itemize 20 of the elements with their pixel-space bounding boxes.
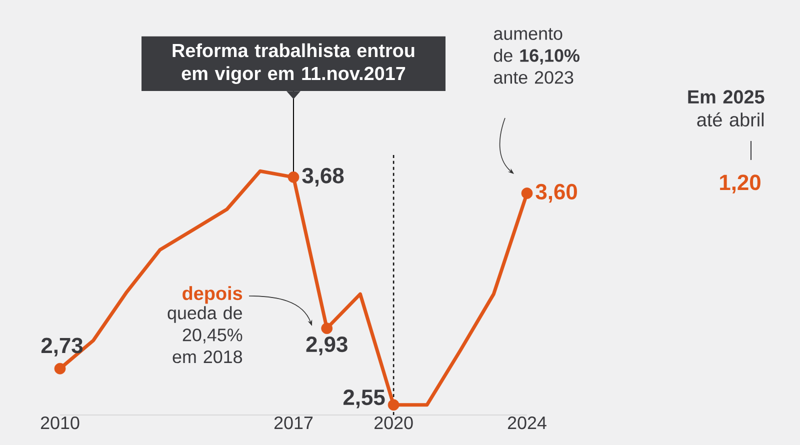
point [321, 322, 333, 334]
data-label: 3,68 [302, 168, 344, 187]
x-tick-label: 2017 [274, 416, 313, 430]
point [388, 399, 400, 411]
annotation: queda de 20,45% em 2018 [168, 306, 242, 364]
data-label: 2,73 [41, 338, 83, 356]
data-label: 2,55 [343, 390, 385, 408]
data-label: 2,93 [306, 336, 348, 356]
point [288, 171, 300, 183]
text: 1,20 [720, 174, 760, 194]
x-tick-label: 2020 [374, 416, 413, 430]
annotation: depois [182, 286, 242, 304]
point [54, 362, 66, 374]
text: aumento de 16,10% ante 2023 [494, 28, 580, 84]
x-tick-label: 2024 [508, 416, 546, 430]
point [521, 188, 533, 199]
annotation: Reforma trabalhista entrou em vigor em 11.nov.2017 [172, 43, 414, 84]
text: Em 2025 até abril [688, 90, 764, 126]
x-tick-label: 2010 [40, 416, 80, 430]
data-label: 3,60 [536, 184, 577, 203]
